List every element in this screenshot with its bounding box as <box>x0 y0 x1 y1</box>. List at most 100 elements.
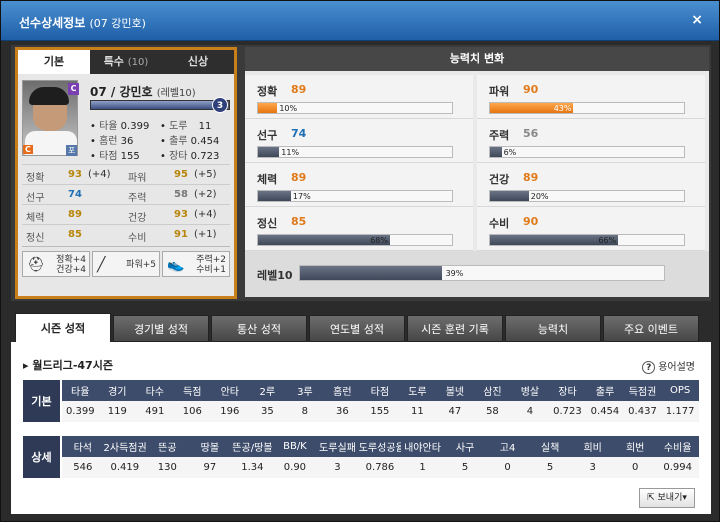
column-header: 타석 <box>61 436 104 457</box>
ability-change-bar: 11% <box>257 146 453 158</box>
column-header: 2사득점권 <box>103 436 147 457</box>
column-header: 삼진 <box>473 380 512 401</box>
ability-label: 정신 <box>26 233 45 244</box>
ability-value: 93 <box>68 169 82 180</box>
ability-change-value: 89 <box>291 171 307 184</box>
ability-change-value: 90 <box>523 215 539 228</box>
help-icon: ? <box>642 361 656 374</box>
ability-change-0: 정확 89 10% <box>245 75 473 119</box>
table-cell: 491 <box>136 401 174 422</box>
table-row-header: 상세 <box>23 436 62 478</box>
season-record-panel: ▸ 월드리그-47시즌 ? 용어설명 기본 타율 경기 타수 득점 안타 2루 3루 홈런 타점 도루… <box>11 342 711 514</box>
skill-effect: 파워+5 <box>126 260 156 270</box>
bat-icon: ╱ <box>97 257 106 273</box>
skill-item[interactable]: ╱ 파워+5 <box>92 251 160 277</box>
table-cell: 0.723 <box>548 401 587 422</box>
skill-item[interactable]: 👟 주력+2 수비+1 <box>162 251 230 277</box>
table-cell: 1.34 <box>231 457 274 478</box>
ability-change-value: 89 <box>523 171 539 184</box>
table-cell: 3 <box>571 457 614 478</box>
ability-change-bar: 17% <box>257 190 453 202</box>
column-header: 타율 <box>61 380 99 401</box>
table-cell: 106 <box>173 401 212 422</box>
tab-special[interactable]: 특수 (10) <box>103 55 149 68</box>
glossary-link[interactable]: ? 용어설명 <box>642 358 695 374</box>
table-cell: 36 <box>323 401 362 422</box>
table-cell: 5 <box>528 457 572 478</box>
record-tab-1[interactable]: 경기별 성적 <box>113 315 209 342</box>
table-row-header: 기본 <box>23 380 62 422</box>
ability-change-2: 선구 74 11% <box>245 119 473 163</box>
ability-bonus: (+2) <box>194 189 217 200</box>
ability-change-label: 체력 <box>257 173 278 186</box>
ability-change-value: 90 <box>523 83 539 96</box>
record-tab-2[interactable]: 통산 성적 <box>211 315 307 342</box>
grade-badge: C <box>68 83 79 95</box>
stat-avg: • 타율 0.399 <box>90 121 150 132</box>
record-tab-0[interactable]: 시즌 성적 <box>15 313 111 343</box>
record-tab-4[interactable]: 시즌 훈련 기록 <box>407 315 503 342</box>
table-cell: 8 <box>286 401 324 422</box>
column-header: BB/K <box>273 436 317 457</box>
ability-change-5: 건강 89 20% <box>477 163 705 207</box>
table-cell: 1.177 <box>661 401 699 422</box>
ability-change-pct: 11% <box>281 148 300 157</box>
ability-change-value: 89 <box>291 83 307 96</box>
skill-effect: 건강+4 <box>56 265 86 275</box>
column-header: 사구 <box>443 436 487 457</box>
ability-change-title: 능력치 변화 <box>245 47 709 71</box>
column-header: 득점 <box>173 380 212 401</box>
position-badge: C <box>23 145 33 154</box>
ability-label: 선구 <box>26 193 45 204</box>
table-cell: 546 <box>61 457 104 478</box>
stat-slg: • 장타 0.723 <box>160 151 220 162</box>
window-title: 선수상세정보 (07 강민호) <box>19 16 146 30</box>
ability-change-bar: 43% <box>489 102 685 114</box>
record-tab-3[interactable]: 연도별 성적 <box>309 315 405 342</box>
ability-change-pct: 66% <box>598 236 617 245</box>
column-header: 도루실패 <box>316 436 359 457</box>
ability-bonus: (+5) <box>194 169 217 180</box>
record-tab-5[interactable]: 능력치 <box>505 315 601 342</box>
skill-item[interactable]: ⛑ 정확+4 건강+4 <box>22 251 90 277</box>
column-header: 희비 <box>571 436 614 457</box>
table-cell: 4 <box>511 401 549 422</box>
table-cell: 130 <box>146 457 189 478</box>
ability-change-pct: 43% <box>553 104 572 113</box>
ability-change-label: 선구 <box>257 129 278 142</box>
column-header: 홈런 <box>323 380 362 401</box>
level-progress-bar: 39% <box>299 265 665 281</box>
ability-change-pct: 20% <box>530 192 549 201</box>
ability-row: 체력 89 건강 93 (+4) <box>22 204 230 224</box>
column-header: 땅볼 <box>188 436 232 457</box>
stat-rbi: • 타점 155 <box>90 151 140 162</box>
level-circle: 3 <box>212 97 228 113</box>
table-cell: 5 <box>443 457 487 478</box>
ability-change-bar: 66% <box>489 234 685 246</box>
export-button[interactable]: ⇱ 보내기▾ <box>639 488 695 508</box>
table-row: 546 0.419 130 97 1.34 0.90 3 0.786 1 5 0 5 3 0 0.994 <box>23 457 699 478</box>
table-cell: 0.399 <box>61 401 99 422</box>
table-cell: 58 <box>473 401 512 422</box>
ability-bonus: (+4) <box>194 209 217 220</box>
column-header: 뜬공/땅볼 <box>231 436 274 457</box>
close-icon[interactable]: × <box>691 12 703 28</box>
table-cell: 0 <box>613 457 657 478</box>
exp-bar <box>90 100 230 110</box>
detail-stats-table: 상세 타석 2사득점권 뜬공 땅볼 뜬공/땅볼 BB/K 도루실패 도루성공율 내야안타 사구 고4 실… <box>23 436 699 478</box>
tab-personal[interactable]: 신상 <box>187 55 209 68</box>
column-header: OPS <box>661 380 699 401</box>
ability-change-1: 파워 90 43% <box>477 75 705 119</box>
table-header-row: 기본 타율 경기 타수 득점 안타 2루 3루 홈런 타점 도루 볼넷 삼진 병살 장타 출루 득점권 OPS <box>23 380 699 422</box>
column-header: 내야안타 <box>401 436 444 457</box>
column-header: 도루성공율 <box>358 436 402 457</box>
table-cell: 97 <box>188 457 232 478</box>
record-tab-6[interactable]: 주요 이벤트 <box>603 315 699 342</box>
shoe-icon: 👟 <box>167 257 185 273</box>
ability-change-3: 주력 56 6% <box>477 119 705 163</box>
skill-effect: 정확+4 <box>56 255 86 265</box>
tab-basic[interactable]: 기본 <box>18 50 90 74</box>
ability-bonus: (+4) <box>88 169 111 180</box>
column-header: 고4 <box>486 436 529 457</box>
